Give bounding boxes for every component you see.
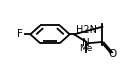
Text: Me: Me (80, 44, 93, 53)
Text: F: F (17, 29, 23, 39)
Text: O: O (108, 49, 117, 59)
Text: N: N (82, 38, 90, 48)
Text: H2N: H2N (76, 25, 97, 35)
